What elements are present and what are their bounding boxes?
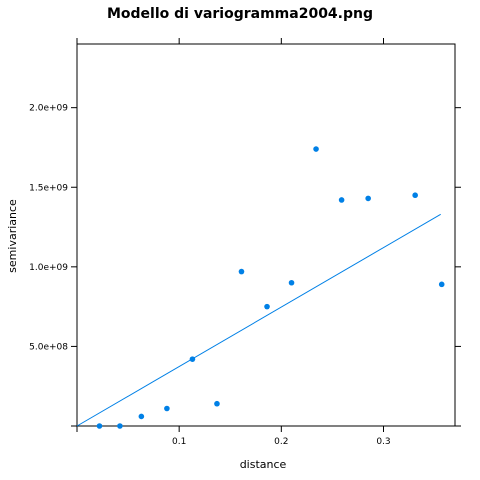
data-point bbox=[264, 303, 270, 310]
data-points bbox=[96, 146, 445, 429]
data-point bbox=[412, 192, 418, 199]
data-point bbox=[164, 405, 170, 412]
fitted-line-segment bbox=[76, 213, 441, 427]
data-point bbox=[438, 281, 445, 288]
data-point bbox=[96, 423, 103, 429]
x-axis-label: distance bbox=[240, 458, 287, 471]
data-point bbox=[338, 197, 345, 203]
x-tick-label: 0.2 bbox=[274, 437, 288, 447]
x-tick-label: 0.1 bbox=[172, 437, 186, 447]
data-point bbox=[288, 279, 295, 286]
y-tick-label: 2.0e+09 bbox=[29, 104, 68, 114]
y-tick-label: 1.0e+09 bbox=[29, 263, 68, 273]
fitted-model-line bbox=[76, 213, 441, 427]
data-point bbox=[117, 423, 123, 429]
y-tick-label: 1.5e+09 bbox=[29, 183, 68, 193]
chart-title: Modello di variogramma2004.png bbox=[107, 6, 373, 22]
y-tick-label: 5.0e+08 bbox=[29, 342, 68, 352]
plot-frame bbox=[76, 43, 456, 427]
x-tick-label: 0.3 bbox=[376, 437, 390, 447]
data-point bbox=[189, 356, 196, 362]
data-point bbox=[138, 413, 145, 420]
data-point bbox=[365, 195, 371, 202]
data-point bbox=[238, 268, 245, 275]
data-point bbox=[214, 400, 220, 407]
x-axis: 0.1 0.2 0.3 bbox=[76, 38, 391, 447]
y-axis: 5.0e+08 1.0e+09 1.5e+09 2.0e+09 bbox=[29, 104, 461, 427]
data-point bbox=[313, 146, 319, 152]
y-axis-label: semivariance bbox=[6, 199, 19, 273]
